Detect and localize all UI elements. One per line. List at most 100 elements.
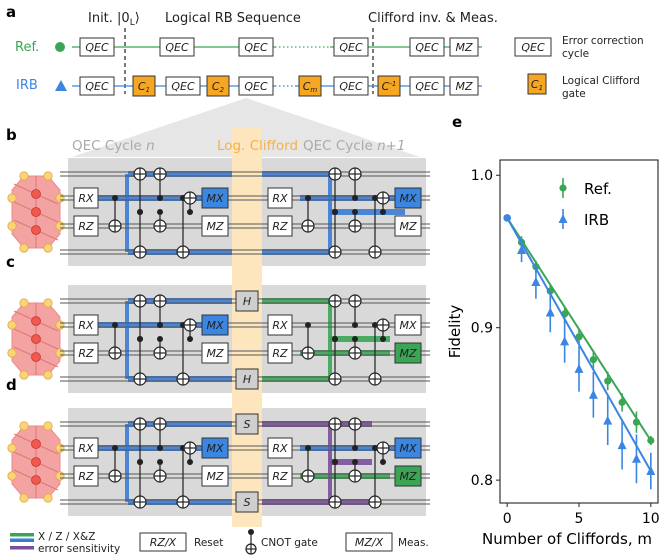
cnot-gate	[328, 459, 342, 509]
svg-text:Logical Clifford: Logical Clifford	[562, 75, 640, 87]
irb-qec-1: QEC	[165, 76, 201, 96]
irb-mz: MZ	[449, 76, 479, 96]
svg-text:MZ: MZ	[399, 220, 416, 233]
circuit-panel-d: RX RZ RX RZ MX MZ MX MZ S S	[7, 408, 430, 516]
error-sensitivity-band	[128, 171, 232, 177]
cnot-gate	[376, 191, 390, 215]
svg-text:RZ: RZ	[272, 347, 288, 360]
svg-text:MX: MX	[399, 192, 416, 205]
cnot-gate	[348, 167, 362, 201]
error-sensitivity-band	[330, 459, 372, 465]
irb-clifford-inverse: C-1	[377, 75, 401, 97]
measure-mz: MZ	[201, 215, 229, 237]
svg-text:QEC: QEC	[165, 41, 189, 54]
svg-text:RX: RX	[78, 319, 94, 332]
error-sensitivity-band	[262, 499, 372, 505]
hadamard-gate: H	[235, 290, 259, 312]
reset-rz: RZ	[73, 465, 99, 487]
error-sensitivity-band	[300, 473, 390, 479]
svg-text:RX: RX	[78, 192, 94, 205]
irb-clifford-2: C2	[206, 75, 230, 97]
error-sensitivity-band	[98, 195, 215, 201]
cnot-gate	[133, 209, 147, 259]
y-axis-label: Fidelity	[446, 305, 464, 359]
reset-rx: RX	[73, 314, 99, 336]
error-sensitivity-band	[98, 445, 215, 451]
svg-text:MZ/X: MZ/X	[355, 536, 384, 549]
svg-text:H: H	[243, 295, 251, 308]
measure-mz: MZ	[201, 465, 229, 487]
irb-qec-init: QEC	[79, 76, 115, 96]
cnot-gate	[348, 459, 362, 483]
data-point	[618, 398, 626, 406]
cnot-gate	[108, 322, 122, 360]
data-point	[531, 276, 541, 286]
header-init: Init. |0L⟩	[88, 11, 140, 28]
error-sensitivity-band	[262, 171, 330, 177]
header-inv: Clifford inv. & Meas.	[368, 11, 498, 26]
measure-mx: MX	[394, 187, 422, 209]
cnot-gate	[368, 445, 382, 509]
irb-qec-3: QEC	[333, 76, 369, 96]
label-log-clifford: Log. Clifford	[217, 138, 298, 154]
y-tick-label: 0.8	[471, 473, 493, 489]
error-sensitivity-band	[128, 421, 232, 427]
y-tick-label: 0.9	[471, 321, 493, 337]
svg-text:RZ/X: RZ/X	[150, 536, 177, 549]
cnot-legend-icon	[245, 529, 257, 555]
reset-rx: RX	[73, 437, 99, 459]
svg-text:QEC: QEC	[85, 41, 109, 54]
surface-code-icon	[7, 171, 65, 253]
measure-mx: MX	[394, 437, 422, 459]
cnot-gate	[153, 294, 167, 328]
panel-label-a: a	[6, 3, 16, 21]
svg-text:S: S	[244, 496, 251, 509]
x-tick-label: 5	[575, 511, 584, 527]
legend-marker	[559, 184, 567, 192]
panel-label-b: b	[6, 126, 17, 144]
sensitivity-connector	[125, 301, 129, 379]
cnot-gate	[183, 191, 197, 215]
data-point	[589, 356, 597, 364]
reset-rz: RZ	[267, 342, 293, 364]
x-tick-label: 0	[503, 511, 512, 527]
error-sensitivity-band	[262, 298, 330, 304]
cnot-gate	[376, 441, 390, 465]
cnot-gate	[348, 417, 362, 451]
reset-rz: RZ	[267, 215, 293, 237]
sensitivity-connector	[328, 424, 332, 502]
cnot-gate	[328, 209, 342, 259]
circuit-panels: QEC Cycle n Log. Clifford QEC Cycle n+1RXR…	[6, 98, 430, 527]
cnot-gate	[348, 336, 362, 360]
measure-mx: MX	[201, 314, 229, 336]
cnot-gate	[183, 318, 197, 342]
svg-text:MZ: MZ	[455, 41, 472, 54]
legend-sens-2: error sensitivity	[38, 543, 120, 555]
sensitivity-connector	[125, 424, 129, 502]
clifford-band-top	[232, 128, 262, 158]
svg-text:MZ: MZ	[206, 347, 223, 360]
svg-text:QEC: QEC	[521, 41, 545, 54]
legend-sens-1: X / Z / X&Z	[38, 531, 95, 543]
data-point	[545, 307, 555, 317]
irb-marker-icon	[55, 80, 67, 91]
svg-text:MX: MX	[206, 442, 223, 455]
data-point	[617, 440, 627, 450]
ref-qec-init: QEC	[79, 37, 115, 57]
reset-rx: RX	[267, 187, 293, 209]
panel-label-e: e	[452, 113, 462, 131]
reset-rz: RZ	[73, 215, 99, 237]
data-point	[560, 336, 570, 346]
label-qec-cycle-n: QEC Cycle n	[72, 138, 155, 154]
cnot-gate	[176, 445, 190, 509]
legend-label: IRB	[584, 211, 609, 229]
svg-text:Error correction: Error correction	[562, 35, 644, 47]
ref-qec-4: QEC	[409, 37, 445, 57]
legend-cnot-label: CNOT gate	[261, 537, 318, 549]
cnot-gate	[368, 195, 382, 259]
svg-text:RX: RX	[272, 442, 288, 455]
svg-text:QEC: QEC	[339, 80, 363, 93]
legend-meas-box	[345, 532, 393, 552]
error-sensitivity-band	[300, 350, 390, 356]
